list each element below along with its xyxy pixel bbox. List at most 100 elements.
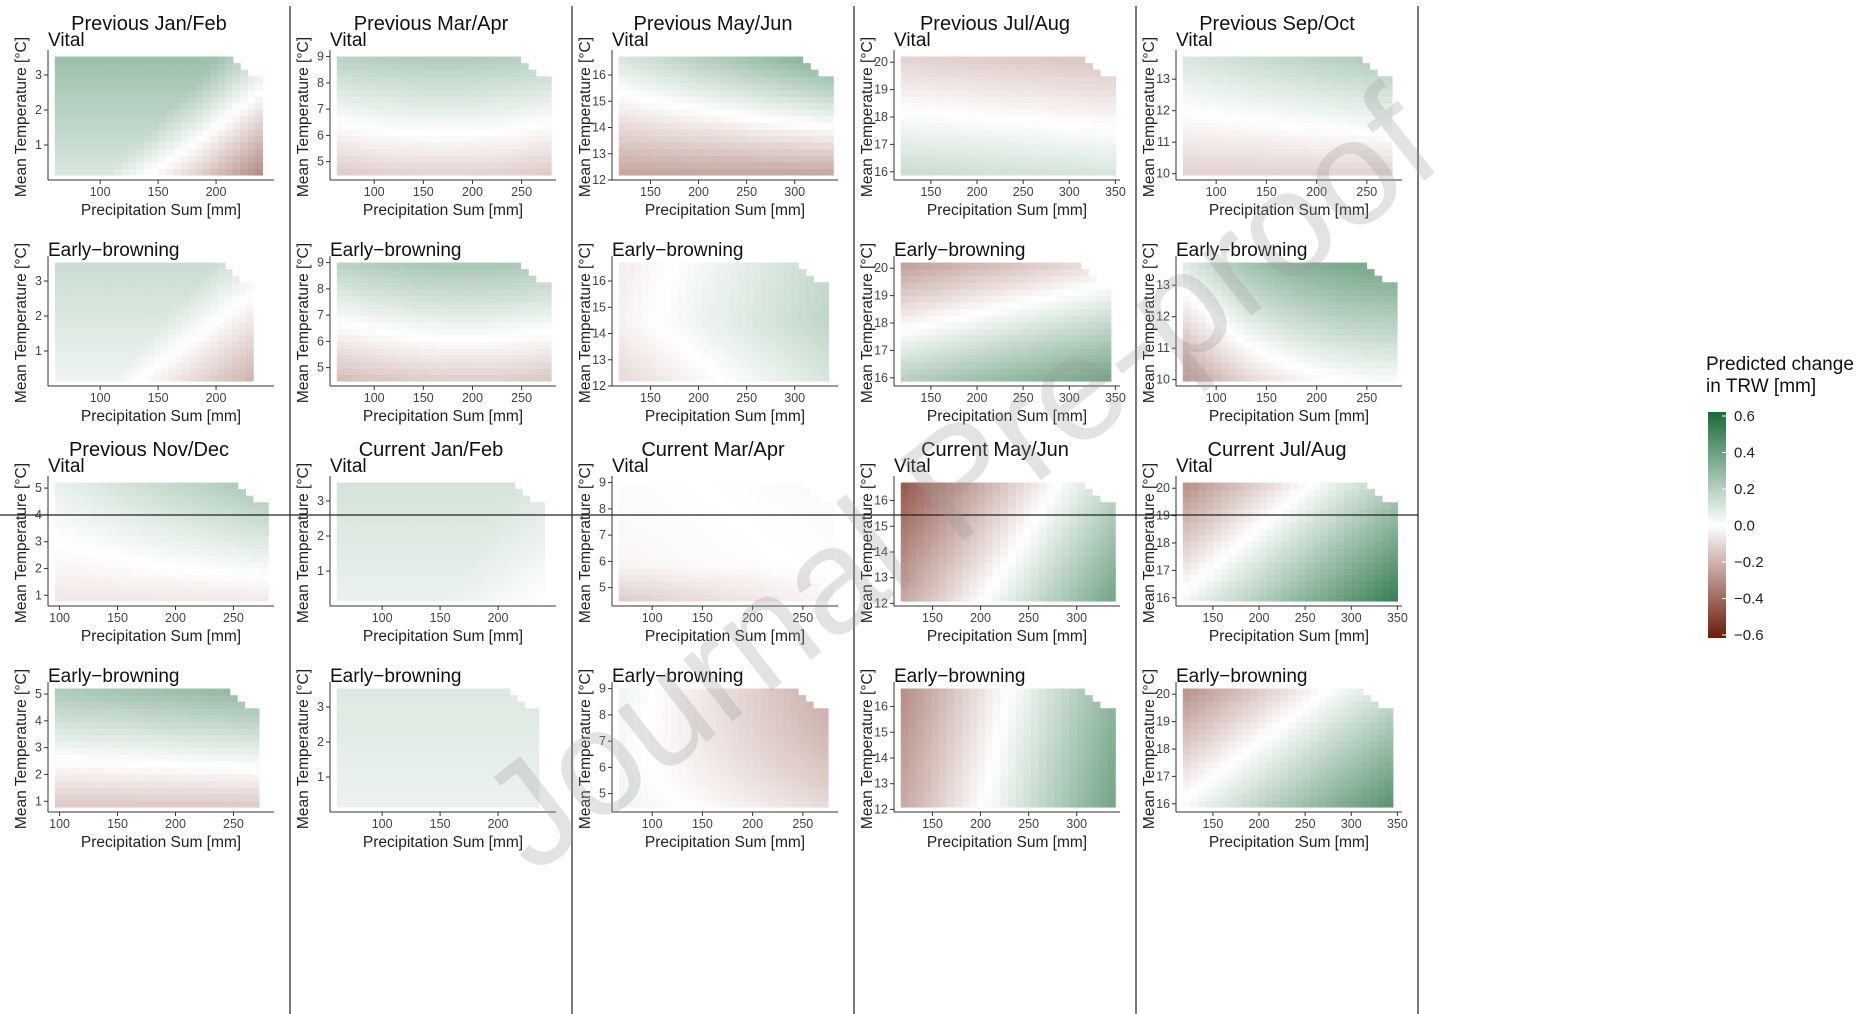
heatmap-cell: [723, 354, 732, 362]
heatmap-cell: [725, 155, 735, 163]
heatmap-cell: [1050, 361, 1059, 369]
heatmap-cell: [794, 115, 804, 123]
heatmap-cell: [1182, 269, 1192, 277]
heatmap-cell: [382, 56, 391, 64]
heatmap-cell: [528, 155, 537, 163]
heatmap-cell: [671, 361, 680, 369]
heatmap-cell: [390, 374, 399, 382]
heatmap-cell: [641, 148, 651, 156]
heatmap-cell: [459, 155, 468, 163]
heatmap-cell: [217, 89, 226, 97]
heatmap-cell: [474, 302, 483, 310]
heatmap-cell: [420, 82, 430, 91]
heatmap-cell: [1038, 148, 1047, 156]
heatmap-cell: [794, 76, 804, 84]
heatmap-cell: [54, 142, 63, 150]
heatmap-cell: [656, 308, 665, 316]
heatmap-cell: [648, 374, 657, 382]
heatmap-cell: [97, 334, 105, 343]
heatmap-cell: [1197, 56, 1206, 64]
heatmap-cell: [968, 361, 977, 369]
heatmap-cell: [1084, 142, 1093, 150]
heatmap-cell: [723, 275, 732, 283]
heatmap-cell: [746, 288, 755, 297]
heatmap-cell: [1259, 367, 1268, 375]
heatmap-cell: [764, 109, 773, 117]
heatmap-cell: [90, 288, 98, 297]
heatmap-cell: [701, 328, 710, 336]
heatmap-cell: [1088, 321, 1097, 329]
heatmap-cell: [146, 308, 155, 316]
heatmap-cell: [114, 168, 123, 176]
heatmap-cell: [451, 374, 460, 382]
heatmap-cell: [528, 354, 537, 362]
heatmap-cell: [764, 96, 773, 104]
heatmap-cell: [648, 361, 657, 369]
heatmap-cell: [1362, 122, 1371, 130]
heatmap-cell: [420, 122, 430, 130]
heatmap-cell: [359, 161, 368, 169]
heatmap-cell: [915, 315, 924, 323]
heatmap-cell: [104, 334, 113, 343]
heatmap-cell: [210, 56, 219, 64]
heatmap-cell: [203, 82, 212, 91]
heatmap-cell: [1182, 262, 1192, 270]
heatmap-cell: [336, 96, 346, 104]
heatmap-cell: [990, 367, 999, 375]
heatmap-cell: [900, 308, 909, 316]
heatmap-cell: [375, 142, 384, 150]
heatmap-cell: [716, 308, 725, 316]
heatmap-cell: [1084, 96, 1093, 104]
heatmap-cell: [649, 89, 658, 97]
heatmap-cell: [512, 76, 522, 84]
heatmap-cell: [97, 315, 105, 323]
heatmap-cell: [420, 367, 430, 375]
heatmap-cell: [1243, 367, 1253, 375]
heatmap-cell: [923, 109, 933, 117]
heatmap-cell: [1095, 328, 1104, 336]
heatmap-cell: [1242, 122, 1251, 130]
heatmap-cell: [91, 69, 100, 77]
heatmap-cell: [723, 341, 732, 349]
heatmap-cell: [352, 275, 361, 283]
heatmap-cell: [121, 128, 130, 137]
heatmap-cell: [459, 315, 468, 323]
heatmap-cell: [618, 63, 628, 71]
heatmap-cell: [390, 56, 399, 64]
heatmap-cell: [753, 269, 762, 277]
heatmap-cell: [246, 315, 254, 323]
heatmap-cell: [1092, 168, 1101, 176]
heatmap-cell: [820, 295, 829, 303]
heatmap-cell: [802, 82, 811, 91]
heatmap-cell: [693, 328, 702, 336]
heatmap-cell: [1279, 63, 1288, 71]
heatmap-cell: [733, 122, 742, 130]
heatmap-cell: [114, 122, 123, 130]
heatmap-cell: [990, 341, 999, 349]
heatmap-cell: [817, 128, 827, 137]
heatmap-cell: [436, 334, 445, 343]
heatmap-cell: [1028, 361, 1037, 369]
heatmap-cell: [489, 102, 499, 110]
heatmap-cell: [84, 96, 93, 104]
heatmap-cell: [672, 135, 681, 143]
heatmap-cell: [1309, 56, 1318, 64]
heatmap-cell: [1332, 122, 1341, 130]
heatmap-cell: [738, 295, 747, 303]
heatmap-cell: [189, 269, 198, 277]
heatmap-cell: [497, 269, 506, 277]
heatmap-cell: [520, 374, 529, 382]
heatmap-cell: [820, 315, 829, 323]
heatmap-cell: [420, 321, 430, 329]
heatmap-cell: [710, 148, 719, 156]
heatmap-cell: [738, 354, 747, 362]
heatmap-cell: [451, 102, 460, 110]
heatmap-cell: [930, 321, 939, 329]
heatmap-cell: [1257, 155, 1266, 163]
heatmap-cell: [1077, 128, 1086, 137]
heatmap-cell: [817, 76, 827, 84]
heatmap-cell: [1190, 82, 1199, 91]
heatmap-cell: [1235, 102, 1244, 110]
heatmap-cell: [166, 63, 175, 71]
heatmap-cell: [61, 288, 70, 297]
